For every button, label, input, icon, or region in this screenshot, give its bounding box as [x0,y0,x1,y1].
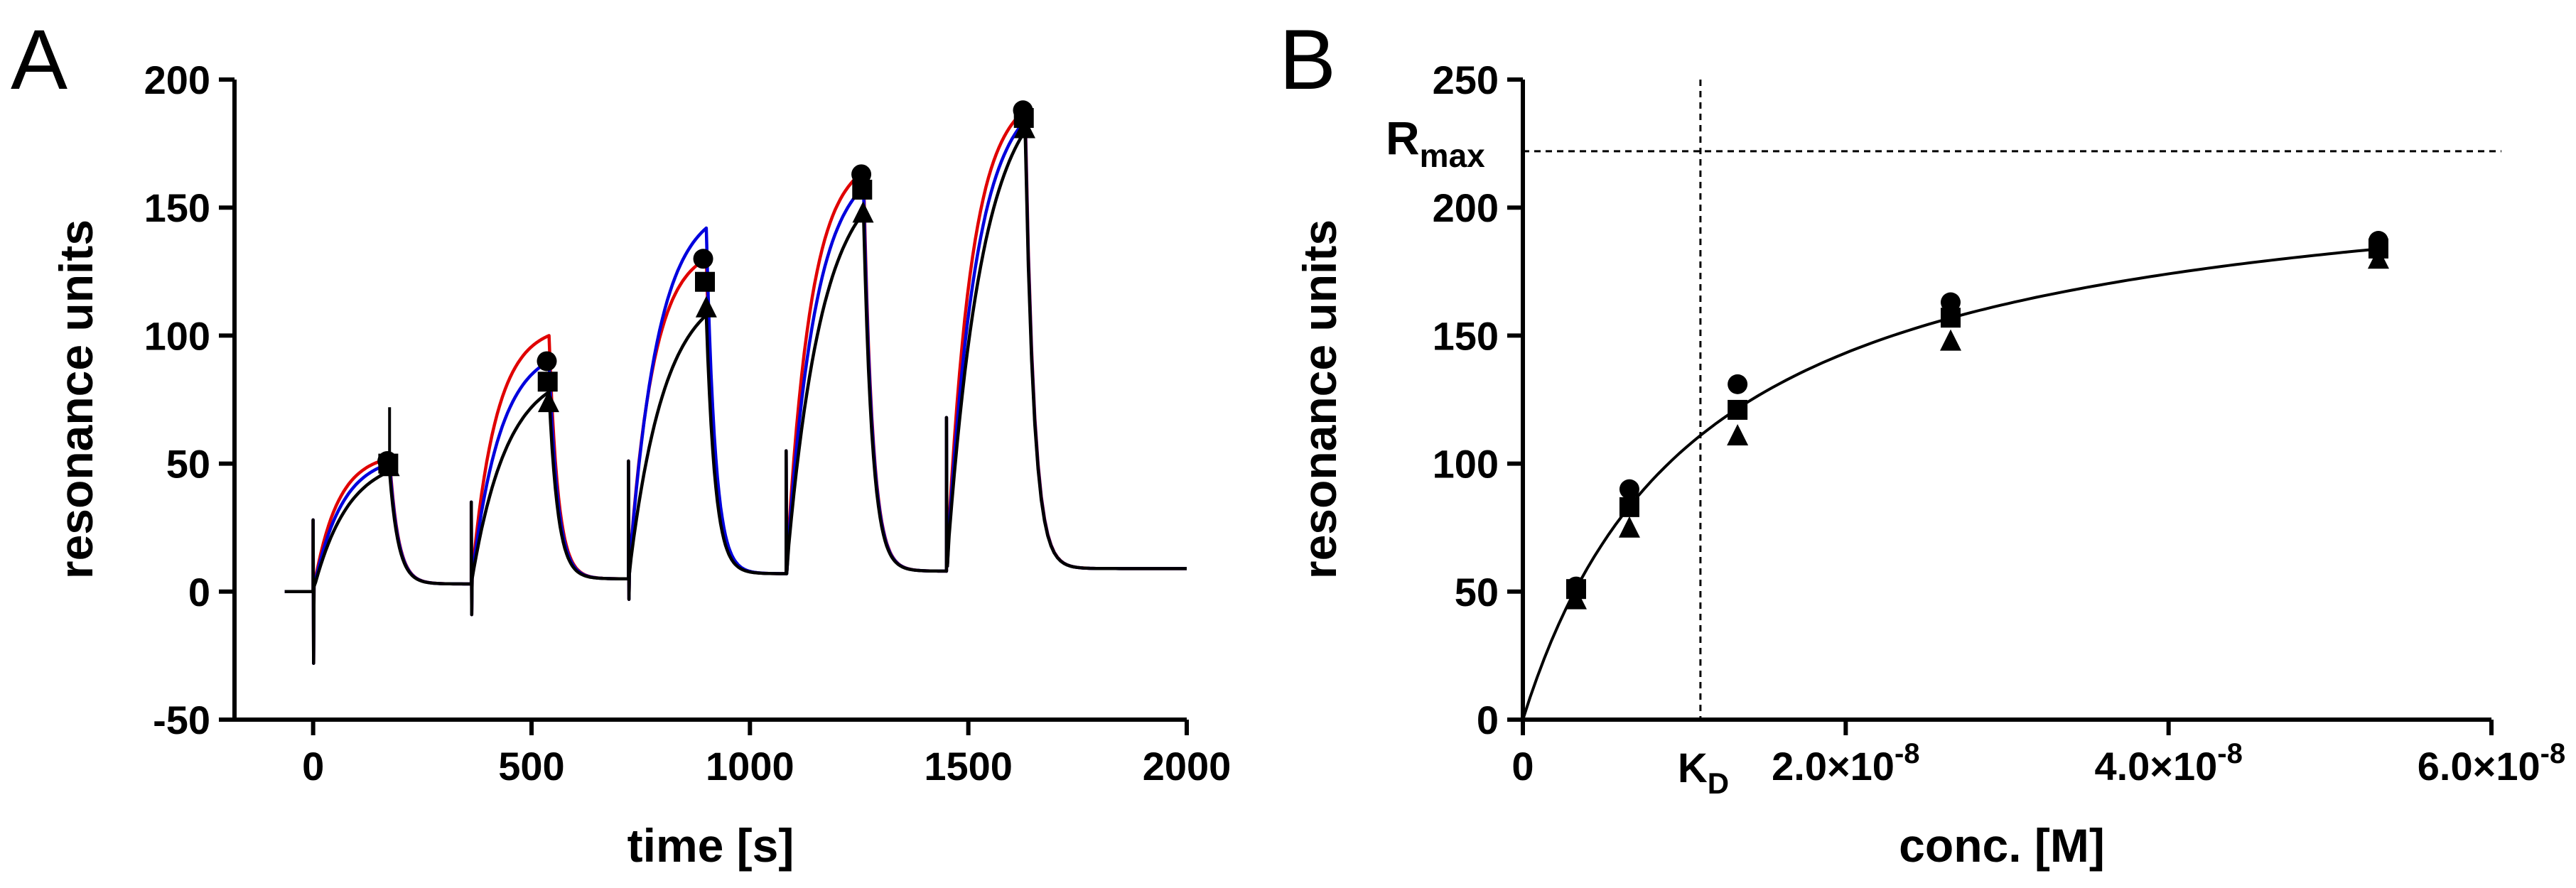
panel-a-y-tick-label: 200 [144,58,210,102]
panel-b-y-tick-label: 100 [1433,442,1499,487]
panel-b-x-tick-mantissa: 0 [1511,744,1534,789]
panel-b-square-marker [1619,497,1639,517]
panel-b-x-tick-mantissa: 6.0×10 [2418,744,2540,789]
panel-a-x-tick-label: 1500 [924,744,1013,789]
panel-a-x-ticks: 0 500 1000 1500 2000 [302,720,1231,789]
rmax-label: Rmax [1386,112,1485,174]
panel-b-circle-marker [1728,374,1748,394]
panel-b-markers [1565,231,2389,610]
panel-b-x-tick-label: 0 [1511,744,1534,789]
panel-a-circle-marker [537,351,557,372]
panel-label-a: A [11,12,68,107]
panel-a-circle-marker [851,164,872,185]
panel-label-b: B [1279,12,1336,107]
panel-a-square-marker [852,179,873,200]
panel-b-y-tick-label: 50 [1455,570,1499,614]
panel-b-circle-marker [1940,292,1961,313]
panel-a-x-tick-label: 500 [498,744,564,789]
panel-b-x-tick-label: 2.0×10-8 [1772,738,1919,789]
panel-a-x-tick-label: 0 [302,744,324,789]
panel-a-square-marker [695,271,716,292]
panel-a-y-ticks: -50 0 50 100 150 200 [144,58,235,742]
panel-a-y-axis-title: resonance units [50,220,102,579]
sensorgram-trace-3 [284,129,1187,665]
panel-b-y-tick-label: 250 [1433,58,1499,102]
panel-a-triangle-marker [852,201,874,223]
panel-b-square-marker [1940,308,1961,328]
kd-label: KD [1678,745,1729,800]
panel-a-x-axis-title: time [s] [627,819,794,872]
panel-b-x-tick-exponent: -8 [1895,738,1920,769]
panel-a-y-tick-label: 100 [144,313,210,358]
panel-b-x-tick-mantissa: 4.0×10 [2094,744,2217,789]
panel-b-x-tick-mantissa: 2.0×10 [1772,744,1895,789]
panel-b-triangle-marker [2367,247,2389,269]
panel-a-square-marker [537,372,558,392]
panel-b-x-axis-title: conc. [M] [1899,819,2105,872]
panel-a-x-tick-label: 2000 [1143,744,1232,789]
panel-b-y-tick-label: 200 [1433,185,1499,230]
panel-a-chart: -50 0 50 100 150 200 0 500 1000 1500 2000 resonan… [50,58,1231,872]
panel-b-y-tick-label: 150 [1433,313,1499,358]
panel-b-square-marker [1728,399,1748,420]
panel-b-x-tick-label: 6.0×10-8 [2418,738,2565,789]
panel-a-x-tick-label: 1000 [706,744,794,789]
panel-b-triangle-marker [1618,516,1640,538]
panel-a-triangle-marker [695,296,717,318]
panel-a-triangle-marker [1013,117,1035,139]
panel-b-triangle-marker [1727,423,1749,445]
rmax-label-sub: max [1420,137,1485,174]
panel-a-y-tick-label: 0 [188,570,210,614]
panel-a-triangle-marker [378,455,400,477]
panel-a-triangle-marker [537,391,559,413]
kd-label-main: K [1678,745,1708,791]
panel-b-x-tick-exponent: -8 [2540,738,2566,769]
panel-b-x-tick-exponent: -8 [2217,738,2243,769]
panel-b-triangle-marker [1565,588,1587,610]
panel-b-x-ticks: 0 2.0×10-8 4.0×10-8 6.0×10-8 [1511,720,2565,789]
rmax-label-main: R [1386,112,1420,164]
panel-a-traces [284,108,1187,665]
panel-a-y-tick-label: 150 [144,185,210,230]
panel-b-circle-marker [1619,479,1639,499]
panel-a-y-tick-label: -50 [153,698,210,742]
panel-b-y-tick-label: 0 [1477,698,1499,742]
panel-b-y-axis-title: resonance units [1293,220,1346,579]
kd-label-sub: D [1708,767,1729,800]
panel-a-y-tick-label: 50 [166,442,210,487]
panel-b-x-tick-label: 4.0×10-8 [2094,738,2242,789]
panel-a-circle-marker [693,249,713,269]
panel-b-triangle-marker [1939,329,1961,351]
panel-b-y-ticks: 0 50 100 150 200 250 [1433,58,1523,742]
panel-a-markers [377,100,1035,477]
